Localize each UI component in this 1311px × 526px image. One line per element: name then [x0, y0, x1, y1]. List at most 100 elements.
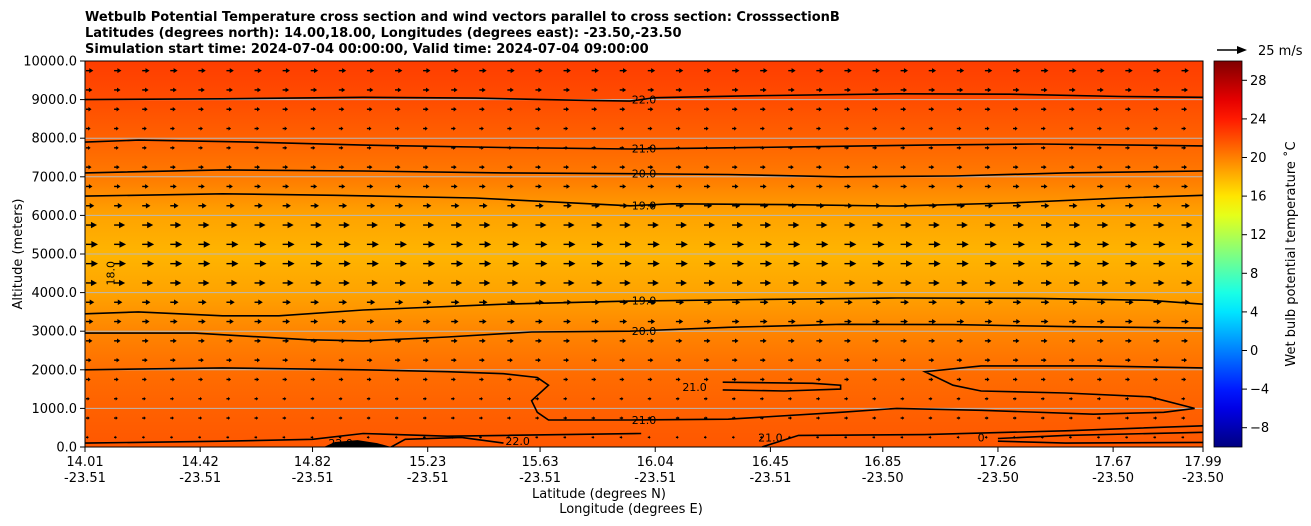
wind-vector [338, 396, 343, 401]
wind-vector [591, 184, 599, 189]
wind-vector [1041, 221, 1053, 229]
wind-vector [226, 221, 238, 229]
wind-vector [760, 184, 767, 189]
wind-vector [788, 319, 796, 325]
wind-vector [928, 68, 937, 74]
contour-label: 21.0 [632, 143, 657, 156]
wind-vector [1012, 107, 1019, 112]
wind-vector [507, 279, 519, 287]
wind-vector [254, 338, 261, 344]
wind-vector [675, 338, 683, 344]
wind-vector [226, 260, 239, 268]
wind-vector [254, 357, 261, 363]
wind-vector [282, 240, 295, 248]
wind-vector [394, 221, 407, 229]
wind-vector [310, 87, 318, 93]
wind-vector [479, 435, 483, 440]
wind-vector [872, 338, 879, 344]
wind-vector [816, 184, 823, 189]
wind-vector [423, 221, 435, 229]
wind-vector [86, 145, 91, 150]
contour-line-22 [997, 431, 1203, 440]
wind-vector [86, 338, 93, 344]
wind-vector [170, 107, 176, 112]
wind-vector [451, 435, 454, 440]
y-tick-label: 10000.0 [23, 55, 77, 70]
wind-vector [1125, 435, 1129, 440]
wind-vector [507, 203, 516, 209]
wind-vector [1125, 68, 1133, 74]
wind-vector [282, 221, 294, 229]
wind-vector [86, 240, 98, 248]
wind-vector [394, 435, 398, 440]
wind-vector [647, 377, 653, 382]
wind-vector [703, 87, 711, 93]
wind-vector [451, 164, 457, 170]
wind-vector [479, 107, 485, 112]
colorbar [1213, 60, 1243, 448]
wind-vector [1097, 299, 1106, 305]
wind-vector [1153, 184, 1160, 189]
wind-vector [900, 68, 908, 74]
wind-vector [282, 260, 295, 268]
contour-label: 20.0 [632, 325, 657, 338]
wind-vector [310, 107, 317, 112]
wind-vector [872, 87, 879, 93]
wind-vector [1069, 357, 1075, 363]
wind-vector [563, 319, 571, 325]
wind-vector [788, 184, 795, 189]
wind-vector [760, 260, 773, 268]
wind-vector [563, 184, 570, 189]
wind-vector [338, 240, 351, 248]
wind-vector [86, 164, 92, 170]
wind-vector [872, 319, 880, 325]
wind-vector [394, 260, 407, 268]
wind-vector [928, 299, 937, 305]
wind-vector [535, 145, 541, 150]
wind-vector [1069, 260, 1082, 268]
wind-vector [900, 435, 904, 440]
wind-vector [872, 279, 884, 287]
wind-vector [703, 68, 712, 74]
wind-vector [198, 145, 203, 150]
wind-vector [86, 126, 91, 131]
wind-vector [760, 338, 767, 344]
wind-vector [872, 357, 879, 363]
wind-vector [732, 377, 737, 382]
x-tick-label-lon: -23.51 [634, 471, 676, 486]
wind-vector [142, 416, 146, 420]
wind-vector [338, 164, 345, 170]
x-tick-label-lon: -23.50 [1182, 471, 1224, 486]
wind-vector [254, 377, 260, 382]
wind-vector [956, 240, 969, 248]
x-tick-label-lon: -23.51 [64, 471, 106, 486]
wind-vector [760, 221, 772, 229]
wind-vector [507, 184, 514, 189]
quiver-key: 25 m/s [1217, 44, 1303, 59]
wind-vector [844, 299, 853, 305]
wind-vector [984, 279, 996, 287]
wind-vector [956, 68, 965, 74]
wind-vector [732, 396, 736, 401]
wind-vector [1125, 221, 1137, 229]
wind-vector [338, 184, 346, 189]
wind-vector [928, 416, 933, 420]
wind-vector [703, 299, 713, 305]
wind-vector [788, 299, 797, 305]
wind-vector [423, 260, 436, 268]
wind-vector [928, 145, 934, 150]
wind-vector [872, 396, 877, 401]
y-tick-label: 9000.0 [32, 93, 78, 108]
wind-vector [760, 279, 772, 287]
wind-vector [703, 338, 711, 344]
wind-vector [338, 319, 347, 325]
x-tick-label-lon: -23.51 [519, 471, 561, 486]
contour-line-21 [761, 425, 1203, 447]
wind-vector [451, 240, 464, 248]
wind-vector [675, 203, 685, 209]
wind-vector [451, 377, 456, 382]
x-tick-label-lat: 16.45 [752, 455, 789, 470]
wind-vector [1153, 299, 1162, 305]
wind-vector [198, 221, 210, 229]
wind-vector [1181, 338, 1188, 344]
